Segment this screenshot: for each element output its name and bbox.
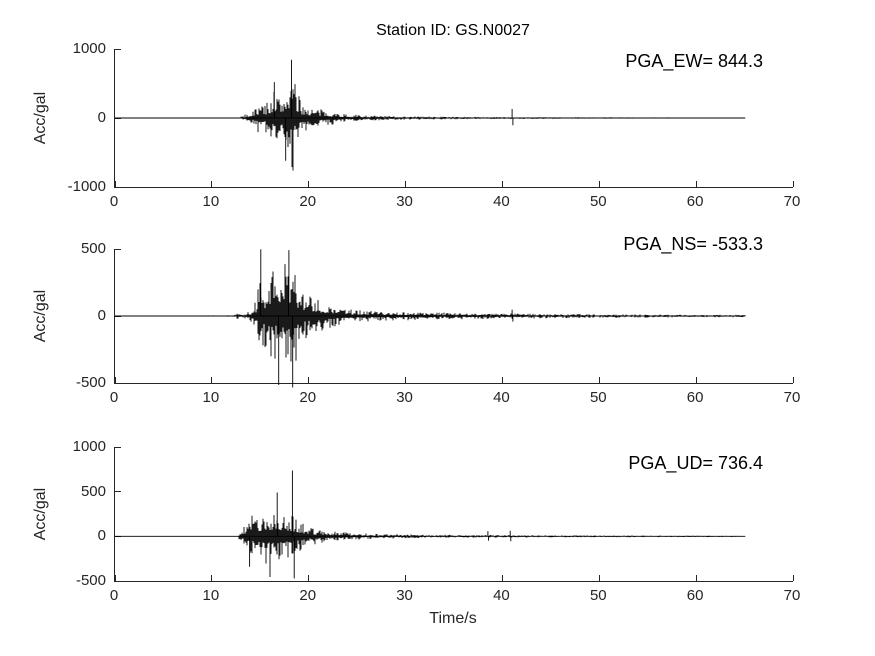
- x-tick-mark: [308, 575, 310, 581]
- x-tick-label: 70: [783, 193, 801, 210]
- subplot-ew: Acc/gal PGA_EW= 844.3 1000 0 -1000 0 10 20 30 4…: [0, 40, 875, 210]
- x-tick-label: 30: [396, 193, 413, 210]
- y-tick-mark: [115, 186, 121, 188]
- x-tick-mark: [695, 181, 697, 187]
- x-tick-label: 60: [686, 193, 704, 210]
- x-tick-mark: [695, 575, 697, 581]
- x-tick-label: 40: [493, 193, 510, 210]
- x-tick-label: 20: [299, 389, 317, 406]
- x-tick-label: 20: [299, 587, 317, 604]
- x-tick-mark: [501, 377, 503, 383]
- x-tick-label: 70: [783, 587, 801, 604]
- x-tick-label: 40: [493, 389, 510, 406]
- y-tick-mark: [115, 491, 121, 493]
- plot-area-ud: [114, 446, 794, 582]
- x-tick-label: 30: [396, 587, 413, 604]
- pga-ud-annotation: PGA_UD= 736.4: [628, 453, 763, 473]
- y-tick-label: -1000: [67, 178, 106, 195]
- y-tick-label: 500: [80, 482, 106, 500]
- y-tick-label: 0: [97, 307, 106, 324]
- x-tick-label: 50: [589, 389, 607, 406]
- pga-ew-annotation: PGA_EW= 844.3: [625, 51, 763, 71]
- x-tick-mark: [211, 181, 213, 187]
- y-tick-mark: [115, 48, 121, 50]
- x-tick-label: 50: [589, 587, 607, 604]
- x-tick-label: 30: [396, 389, 413, 406]
- y-tick-label: -500: [75, 572, 106, 589]
- x-tick-mark: [792, 181, 794, 187]
- y-tick-mark: [115, 382, 121, 384]
- y-tick-label: 1000: [72, 40, 106, 57]
- x-tick-mark: [501, 575, 503, 581]
- x-tick-mark: [695, 377, 697, 383]
- x-tick-mark: [405, 181, 407, 187]
- y-tick-label: 0: [97, 109, 106, 126]
- waveform-ew: [114, 59, 746, 171]
- x-tick-mark: [308, 181, 310, 187]
- x-tick-label: 60: [686, 587, 704, 604]
- x-tick-label: 50: [589, 193, 607, 210]
- x-tick-label: 10: [202, 587, 220, 604]
- x-tick-mark: [114, 181, 116, 187]
- x-tick-mark: [405, 575, 407, 581]
- x-tick-label: 60: [686, 389, 704, 406]
- plot-area-ns: [114, 248, 794, 388]
- x-tick-label: 0: [109, 587, 119, 604]
- x-tick-mark: [792, 575, 794, 581]
- y-tick-mark: [115, 446, 121, 448]
- x-tick-mark: [405, 377, 407, 383]
- x-tick-label: 0: [109, 193, 119, 210]
- x-tick-label: 10: [202, 193, 220, 210]
- x-tick-label: 0: [109, 389, 119, 406]
- y-tick-label: 500: [80, 240, 106, 257]
- x-tick-mark: [114, 575, 116, 581]
- x-tick-mark: [114, 377, 116, 383]
- x-tick-mark: [501, 181, 503, 187]
- figure-title: Station ID: GS.N0027: [376, 22, 530, 39]
- x-tick-label: 40: [493, 587, 510, 604]
- x-tick-label: 20: [299, 193, 317, 210]
- y-tick-mark: [115, 580, 121, 582]
- x-tick-mark: [598, 377, 600, 383]
- y-tick-label: 1000: [72, 438, 106, 455]
- subplot-ud: Acc/gal PGA_UD= 736.4 1000 500 0 -500 0 10 20 3…: [0, 438, 875, 604]
- x-tick-mark: [792, 377, 794, 383]
- acceleration-trace: [114, 470, 746, 579]
- x-axis-label: Time/s: [429, 610, 477, 627]
- subplot-ns: Acc/gal PGA_NS= -533.3 500 0 -500 0 10 20 30 40…: [0, 234, 875, 406]
- y-tick-mark: [115, 248, 121, 250]
- plot-area-ew: [114, 48, 794, 188]
- pga-ns-annotation: PGA_NS= -533.3: [623, 234, 763, 254]
- x-tick-mark: [211, 377, 213, 383]
- x-tick-mark: [308, 377, 310, 383]
- acceleration-trace: [114, 59, 746, 171]
- waveform-ud: [114, 470, 746, 579]
- x-tick-mark: [598, 575, 600, 581]
- x-tick-label: 70: [783, 389, 801, 406]
- y-tick-label: -500: [75, 374, 106, 391]
- waveform-ns: [114, 249, 746, 388]
- x-tick-mark: [211, 575, 213, 581]
- x-tick-label: 10: [202, 389, 220, 406]
- acceleration-trace: [114, 249, 746, 388]
- y-tick-label: 0: [97, 527, 106, 545]
- x-tick-mark: [598, 181, 600, 187]
